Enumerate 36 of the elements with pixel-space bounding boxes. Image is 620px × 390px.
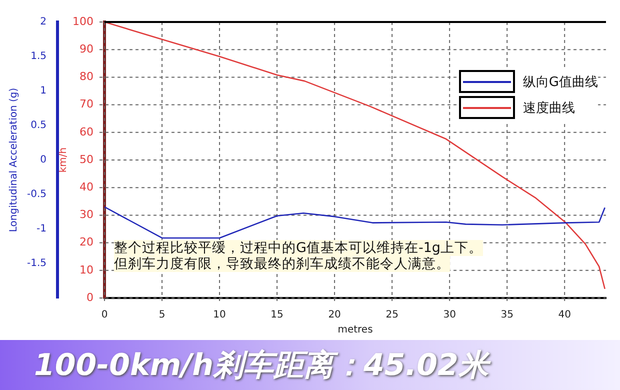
x-tick-label: 15 <box>270 310 284 321</box>
y-tick-label: -0.5 <box>26 189 47 200</box>
x-tick-label: 5 <box>158 310 166 321</box>
x-tick-label: 30 <box>443 310 456 321</box>
y2-tick-label: 50 <box>80 152 94 166</box>
y2-tick-label: 80 <box>80 70 94 84</box>
x-tick-label: 10 <box>213 310 226 321</box>
x-axis-title: metres <box>338 324 373 336</box>
y-tick-label: 0.5 <box>30 120 47 132</box>
y2-tick-label: 10 <box>80 263 94 276</box>
y2-tick-label: 20 <box>80 236 94 249</box>
x-tick-label: 0 <box>101 310 108 321</box>
y2-tick-label: 30 <box>80 208 94 222</box>
y2-axis-title: km/h <box>58 147 70 173</box>
y2-tick-label: 40 <box>80 180 94 194</box>
y-tick-label: 0 <box>40 154 47 166</box>
y2-tick-label: 60 <box>80 125 94 138</box>
y-tick-label: 1 <box>40 86 47 97</box>
y2-tick-label: 100 <box>72 14 94 28</box>
legend-label: 纵向G值曲线 <box>522 74 598 90</box>
x-tick-label: 35 <box>500 310 514 321</box>
y-tick-label: 2 <box>40 16 47 28</box>
y-tick-label: -1.5 <box>26 258 47 270</box>
y2-tick-label: 0 <box>86 290 94 304</box>
annotation: 但刹车力度有限，导致最终的刹车成绩不能令人满意。 <box>114 256 450 272</box>
y-axis-title: Longitudinal Acceleration (g) <box>8 88 20 232</box>
x-tick-label: 40 <box>558 310 571 321</box>
y2-tick-label: 90 <box>80 42 94 56</box>
text: 100-0km/h剎车距离：45.02米 <box>34 346 488 384</box>
y-tick-label: -1 <box>36 224 47 235</box>
annotation: 整个过程比较平缓，过程中的G值基本可以维持在-1g上下。 <box>114 240 482 256</box>
legend-label: 速度曲线 <box>522 100 575 116</box>
y2-tick-label: 70 <box>80 98 94 111</box>
x-tick-label: 20 <box>328 310 341 321</box>
y-tick-label: 1.5 <box>30 51 47 62</box>
x-tick-label: 25 <box>386 310 398 321</box>
